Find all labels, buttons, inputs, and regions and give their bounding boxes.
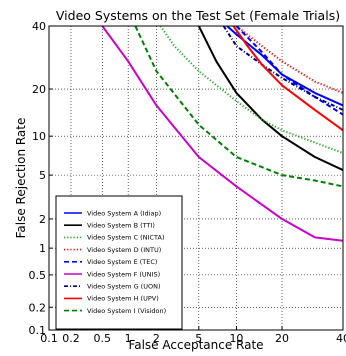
y-tick-label: 20	[32, 83, 46, 96]
x-tick-label: 0.5	[94, 332, 112, 345]
x-tick-label: 20	[275, 332, 289, 345]
y-tick-label: 5	[39, 169, 46, 182]
legend-label: Video System E (TEC)	[87, 258, 157, 266]
x-tick-label: 40	[336, 332, 346, 345]
legend-label: Video System F (UNIS)	[87, 270, 160, 278]
y-tick-label: 40	[32, 20, 46, 33]
y-tick-label: 0.5	[29, 269, 47, 282]
legend-label: Video System G (UON)	[87, 283, 161, 291]
y-tick-label: 0.1	[29, 324, 47, 337]
x-axis-title: False Acceptance Rate	[128, 338, 263, 352]
y-tick-label: 1	[39, 242, 46, 255]
y-tick-label: 10	[32, 130, 46, 143]
y-tick-label: 2	[39, 213, 46, 226]
x-tick-label: 0.2	[62, 332, 80, 345]
legend-label: Video System A (Idiap)	[87, 209, 161, 217]
legend: Video System A (Idiap) Video System B (TT…	[56, 196, 182, 329]
y-axis-title: False Rejection Rate	[14, 118, 28, 239]
chart-title: Video Systems on the Test Set (Female Tr…	[56, 8, 340, 23]
legend-label: Video System D (INTU)	[87, 246, 161, 254]
legend-label: Video System H (UPV)	[87, 295, 159, 303]
legend-label: Video System B (TTI)	[87, 222, 155, 230]
legend-label: Video System C (NICTA)	[87, 234, 165, 242]
y-tick-label: 0.2	[29, 301, 47, 314]
legend-label: Video System I (Visidon)	[87, 307, 166, 315]
